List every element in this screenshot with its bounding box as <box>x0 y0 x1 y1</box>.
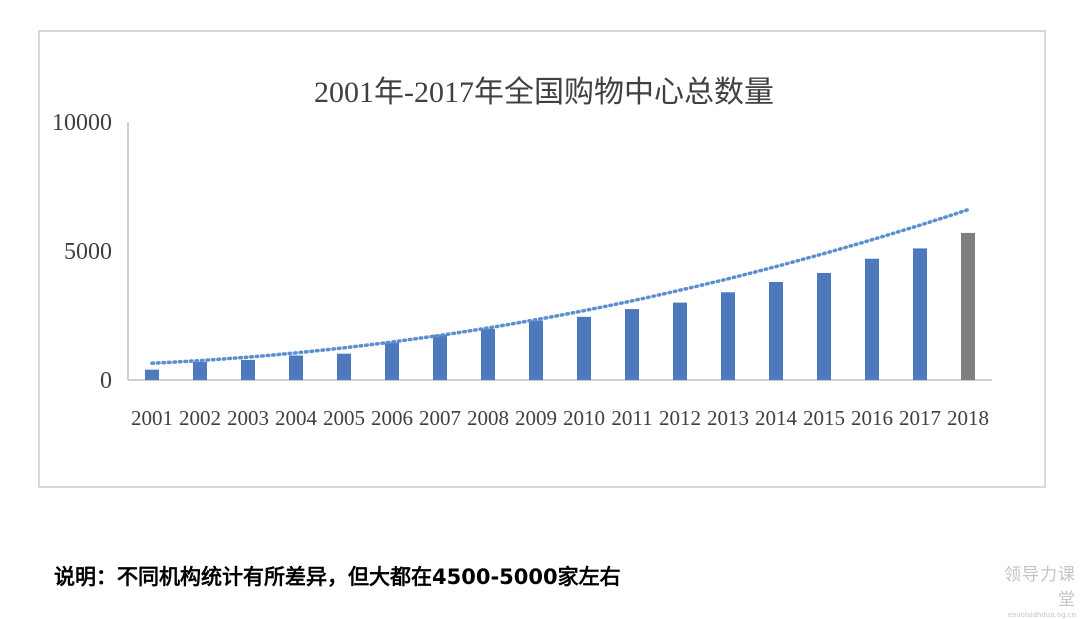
bar-2011 <box>625 309 639 380</box>
watermark-sub: eovolsidhdua.og.cn <box>1007 611 1076 619</box>
x-tick-label: 2010 <box>563 406 605 430</box>
bar-2012 <box>673 302 687 380</box>
x-tick-label: 2013 <box>707 406 749 430</box>
watermark: 领导力课堂 eovolsidhdua.og.cn <box>988 560 1076 619</box>
bar-2018 <box>961 232 975 380</box>
bar-2001 <box>145 369 159 380</box>
x-tick-label: 2014 <box>755 406 798 430</box>
watermark-main: 领导力课堂 <box>1004 565 1076 610</box>
x-tick-label: 2002 <box>179 406 221 430</box>
x-tick-label: 2001 <box>131 406 173 430</box>
bar-2003 <box>241 359 255 380</box>
bar-2009 <box>529 320 543 380</box>
bar-2006 <box>385 342 399 380</box>
bar-2014 <box>769 281 783 380</box>
x-tick-label: 2011 <box>611 406 652 430</box>
x-tick-label: 2007 <box>419 406 461 430</box>
y-tick-label: 0 <box>100 368 112 394</box>
x-tick-label: 2006 <box>371 406 413 430</box>
bar-2017 <box>913 248 927 380</box>
trend-line <box>150 207 970 365</box>
bar-2004 <box>289 355 303 380</box>
x-tick-label: 2004 <box>275 406 318 430</box>
bar-2007 <box>433 334 447 380</box>
x-tick-label: 2015 <box>803 406 845 430</box>
x-tick-label: 2012 <box>659 406 701 430</box>
x-tick-label: 2008 <box>467 406 509 430</box>
chart: 2001年-2017年全国购物中心总数量 0 5000 10000 2001 2002… <box>52 76 992 430</box>
bar-2008 <box>481 328 495 380</box>
bar-2002 <box>193 361 207 380</box>
bar-2013 <box>721 292 735 380</box>
y-tick-label: 5000 <box>64 239 112 265</box>
bar-2016 <box>865 258 879 380</box>
x-tick-label: 2016 <box>851 406 893 430</box>
bar-2005 <box>337 353 351 380</box>
x-tick-label: 2003 <box>227 406 269 430</box>
y-tick-label: 10000 <box>52 110 112 136</box>
x-tick-label: 2009 <box>515 406 557 430</box>
x-tick-label: 2017 <box>899 406 941 430</box>
chart-title: 2001年-2017年全国购物中心总数量 <box>314 76 774 109</box>
bar-2015 <box>817 272 831 380</box>
bar-2010 <box>577 316 591 380</box>
x-tick-label: 2005 <box>323 406 365 430</box>
caption-note: 说明：不同机构统计有所差异，但大都在4500-5000家左右 <box>54 565 621 589</box>
x-tick-label: 2018 <box>947 406 989 430</box>
